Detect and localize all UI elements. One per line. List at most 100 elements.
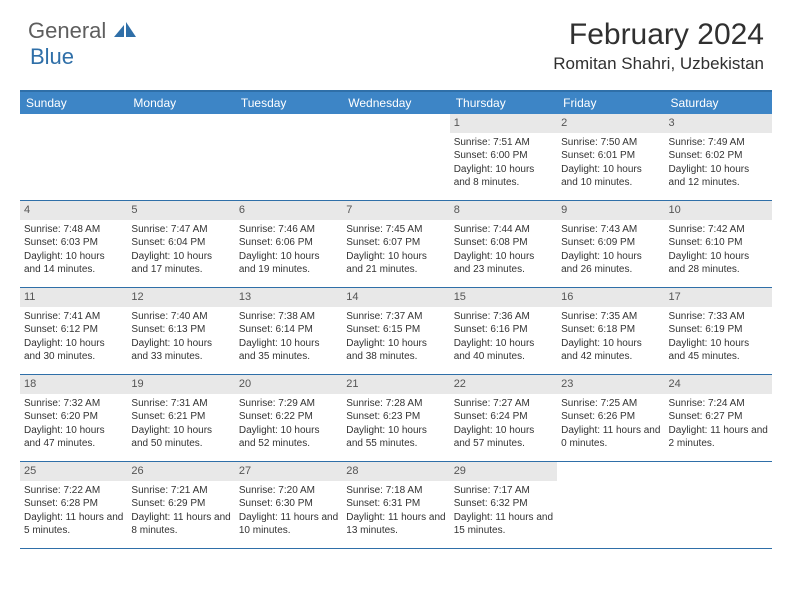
sunrise-text: Sunrise: 7:41 AM: [24, 310, 123, 324]
location-label: Romitan Shahri, Uzbekistan: [553, 54, 764, 74]
week-row: 1 Sunrise: 7:51 AMSunset: 6:00 PM Daylight…: [20, 114, 772, 201]
day-number: 18: [20, 375, 127, 394]
day-number: 1: [450, 114, 557, 133]
sunrise-text: Sunrise: 7:31 AM: [131, 397, 230, 411]
day-number: 9: [557, 201, 664, 220]
sunrise-text: Sunrise: 7:38 AM: [239, 310, 338, 324]
sunset-text: Sunset: 6:15 PM: [346, 323, 445, 337]
sunset-text: Sunset: 6:30 PM: [239, 497, 338, 511]
day-number: 19: [127, 375, 234, 394]
day-header-row: Sunday Monday Tuesday Wednesday Thursday…: [20, 92, 772, 114]
daylight-text: Daylight: 11 hours and 8 minutes.: [131, 511, 230, 538]
day-cell: 4 Sunrise: 7:48 AMSunset: 6:03 PMDaylight…: [20, 201, 127, 287]
sunrise-text: Sunrise: 7:42 AM: [669, 223, 768, 237]
daylight-text: Daylight: 11 hours and 2 minutes.: [669, 424, 768, 451]
day-cell: 22Sunrise: 7:27 AMSunset: 6:24 PMDayligh…: [450, 375, 557, 461]
day-cell: 24Sunrise: 7:24 AMSunset: 6:27 PMDayligh…: [665, 375, 772, 461]
day-number: 17: [665, 288, 772, 307]
day-header-tuesday: Tuesday: [235, 92, 342, 114]
sunset-text: Sunset: 6:23 PM: [346, 410, 445, 424]
sunset-text: Sunset: 6:09 PM: [561, 236, 660, 250]
sunset-text: Sunset: 6:29 PM: [131, 497, 230, 511]
sunset-text: Sunset: 6:20 PM: [24, 410, 123, 424]
sunrise-text: Sunrise: 7:20 AM: [239, 484, 338, 498]
day-cell: 9Sunrise: 7:43 AMSunset: 6:09 PMDaylight…: [557, 201, 664, 287]
day-cell: [342, 114, 449, 200]
day-number: 24: [665, 375, 772, 394]
sunset-text: Sunset: 6:12 PM: [24, 323, 123, 337]
day-cell: 25Sunrise: 7:22 AMSunset: 6:28 PMDayligh…: [20, 462, 127, 548]
sunset-text: Sunset: 6:03 PM: [24, 236, 123, 250]
sunrise-text: Sunrise: 7:21 AM: [131, 484, 230, 498]
day-number: 23: [557, 375, 664, 394]
sunrise-text: Sunrise: 7:48 AM: [24, 223, 123, 237]
day-cell: 7Sunrise: 7:45 AMSunset: 6:07 PMDaylight…: [342, 201, 449, 287]
sunrise-text: Sunrise: 7:50 AM: [561, 136, 660, 150]
sunset-text: Sunset: 6:28 PM: [24, 497, 123, 511]
month-title: February 2024: [553, 18, 764, 52]
sunrise-text: Sunrise: 7:25 AM: [561, 397, 660, 411]
sunrise-text: Sunrise: 7:51 AM: [454, 136, 553, 150]
day-number: 2: [557, 114, 664, 133]
daylight-text: Daylight: 10 hours and 47 minutes.: [24, 424, 123, 451]
day-number: 12: [127, 288, 234, 307]
day-number: 25: [20, 462, 127, 481]
sunrise-text: Sunrise: 7:37 AM: [346, 310, 445, 324]
day-cell: 26Sunrise: 7:21 AMSunset: 6:29 PMDayligh…: [127, 462, 234, 548]
daylight-text: Daylight: 10 hours and 50 minutes.: [131, 424, 230, 451]
sunrise-text: Sunrise: 7:43 AM: [561, 223, 660, 237]
daylight-text: Daylight: 10 hours and 55 minutes.: [346, 424, 445, 451]
day-cell: 18 Sunrise: 7:32 AMSunset: 6:20 PMDayligh…: [20, 375, 127, 461]
sunset-text: Sunset: 6:14 PM: [239, 323, 338, 337]
day-cell: [557, 462, 664, 548]
sunset-text: Sunset: 6:06 PM: [239, 236, 338, 250]
daylight-text: Daylight: 10 hours and 21 minutes.: [346, 250, 445, 277]
day-cell: 14 Sunrise: 7:37 AMSunset: 6:15 PMDayligh…: [342, 288, 449, 374]
day-cell: [20, 114, 127, 200]
daylight-text: Daylight: 10 hours and 38 minutes.: [346, 337, 445, 364]
sunset-text: Sunset: 6:18 PM: [561, 323, 660, 337]
day-header-saturday: Saturday: [665, 92, 772, 114]
day-cell: 17Sunrise: 7:33 AMSunset: 6:19 PMDayligh…: [665, 288, 772, 374]
daylight-text: Daylight: 10 hours and 30 minutes.: [24, 337, 123, 364]
sunrise-text: Sunrise: 7:29 AM: [239, 397, 338, 411]
daylight-text: Daylight: 10 hours and 19 minutes.: [239, 250, 338, 277]
day-cell: 5Sunrise: 7:47 AMSunset: 6:04 PMDaylight…: [127, 201, 234, 287]
daylight-text: Daylight: 10 hours and 40 minutes.: [454, 337, 553, 364]
day-number: 14: [342, 288, 449, 307]
sunset-text: Sunset: 6:21 PM: [131, 410, 230, 424]
logo-sail-icon: [114, 25, 136, 42]
day-number: 4: [20, 201, 127, 220]
sunrise-text: Sunrise: 7:33 AM: [669, 310, 768, 324]
sunrise-text: Sunrise: 7:46 AM: [239, 223, 338, 237]
sunrise-text: Sunrise: 7:32 AM: [24, 397, 123, 411]
daylight-text: Daylight: 10 hours and 57 minutes.: [454, 424, 553, 451]
sunset-text: Sunset: 6:02 PM: [669, 149, 768, 163]
day-number: 20: [235, 375, 342, 394]
daylight-text: Daylight: 10 hours and 14 minutes.: [24, 250, 123, 277]
day-number: 21: [342, 375, 449, 394]
daylight-text: Daylight: 11 hours and 5 minutes.: [24, 511, 123, 538]
sunset-text: Sunset: 6:04 PM: [131, 236, 230, 250]
day-cell: [127, 114, 234, 200]
day-cell: 16Sunrise: 7:35 AMSunset: 6:18 PMDayligh…: [557, 288, 664, 374]
sunset-text: Sunset: 6:13 PM: [131, 323, 230, 337]
sunset-text: Sunset: 6:07 PM: [346, 236, 445, 250]
day-cell: 21Sunrise: 7:28 AMSunset: 6:23 PMDayligh…: [342, 375, 449, 461]
daylight-text: Daylight: 10 hours and 12 minutes.: [669, 163, 768, 190]
day-number: 27: [235, 462, 342, 481]
day-number: 29: [450, 462, 557, 481]
day-number: 28: [342, 462, 449, 481]
sunset-text: Sunset: 6:08 PM: [454, 236, 553, 250]
daylight-text: Daylight: 10 hours and 23 minutes.: [454, 250, 553, 277]
logo-text-line: General Blue: [28, 18, 136, 70]
sunrise-text: Sunrise: 7:49 AM: [669, 136, 768, 150]
sunset-text: Sunset: 6:32 PM: [454, 497, 553, 511]
weeks-container: 1 Sunrise: 7:51 AMSunset: 6:00 PM Daylight…: [20, 114, 772, 549]
sunset-text: Sunset: 6:00 PM: [454, 149, 553, 163]
day-number: 6: [235, 201, 342, 220]
sunrise-text: Sunrise: 7:35 AM: [561, 310, 660, 324]
day-cell: [665, 462, 772, 548]
day-cell: 27Sunrise: 7:20 AMSunset: 6:30 PMDayligh…: [235, 462, 342, 548]
sunset-text: Sunset: 6:01 PM: [561, 149, 660, 163]
